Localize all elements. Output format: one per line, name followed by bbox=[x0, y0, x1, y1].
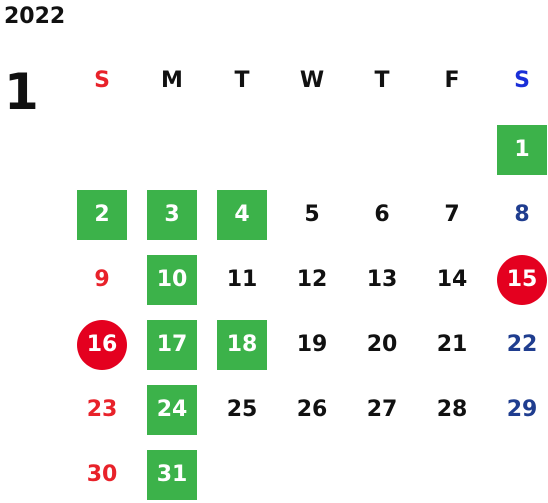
day-cell-1[interactable]: 1 bbox=[497, 125, 547, 175]
day-cell-13[interactable]: 13 bbox=[366, 267, 398, 292]
weekday-header-wed: W bbox=[299, 68, 325, 93]
day-cell-15[interactable]: 15 bbox=[497, 255, 547, 305]
weekday-header-mon: M bbox=[161, 68, 183, 93]
day-cell-7[interactable]: 7 bbox=[444, 202, 460, 227]
weekday-header-thu: T bbox=[374, 68, 390, 93]
day-cell-23[interactable]: 23 bbox=[86, 397, 118, 422]
day-cell-31[interactable]: 31 bbox=[147, 450, 197, 500]
day-cell-29[interactable]: 29 bbox=[506, 397, 538, 422]
day-cell-4[interactable]: 4 bbox=[217, 190, 267, 240]
day-cell-22[interactable]: 22 bbox=[506, 332, 538, 357]
weekday-header-fri: F bbox=[444, 68, 460, 93]
day-cell-30[interactable]: 30 bbox=[86, 462, 118, 487]
day-cell-12[interactable]: 12 bbox=[296, 267, 328, 292]
day-cell-26[interactable]: 26 bbox=[296, 397, 328, 422]
day-cell-27[interactable]: 27 bbox=[366, 397, 398, 422]
calendar-month: 1 bbox=[4, 63, 39, 121]
weekday-header-sun: S bbox=[94, 68, 110, 93]
day-cell-10[interactable]: 10 bbox=[147, 255, 197, 305]
day-cell-20[interactable]: 20 bbox=[366, 332, 398, 357]
day-cell-14[interactable]: 14 bbox=[436, 267, 468, 292]
weekday-header-sat: S bbox=[514, 68, 530, 93]
day-cell-25[interactable]: 25 bbox=[226, 397, 258, 422]
day-cell-19[interactable]: 19 bbox=[296, 332, 328, 357]
day-cell-6[interactable]: 6 bbox=[374, 202, 390, 227]
day-cell-17[interactable]: 17 bbox=[147, 320, 197, 370]
day-cell-9[interactable]: 9 bbox=[94, 267, 110, 292]
weekday-header-tue: T bbox=[234, 68, 250, 93]
calendar-year: 2022 bbox=[4, 4, 66, 29]
day-cell-28[interactable]: 28 bbox=[436, 397, 468, 422]
day-cell-2[interactable]: 2 bbox=[77, 190, 127, 240]
day-cell-16[interactable]: 16 bbox=[77, 320, 127, 370]
day-cell-18[interactable]: 18 bbox=[217, 320, 267, 370]
day-cell-24[interactable]: 24 bbox=[147, 385, 197, 435]
day-cell-8[interactable]: 8 bbox=[514, 202, 530, 227]
day-cell-5[interactable]: 5 bbox=[304, 202, 320, 227]
day-cell-21[interactable]: 21 bbox=[436, 332, 468, 357]
day-cell-3[interactable]: 3 bbox=[147, 190, 197, 240]
day-cell-11[interactable]: 11 bbox=[226, 267, 258, 292]
